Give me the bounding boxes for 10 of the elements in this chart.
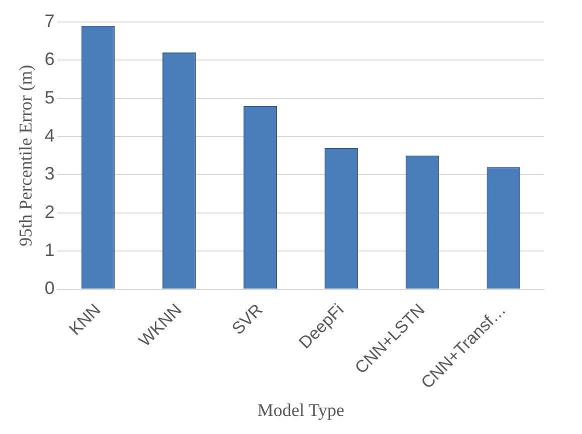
y-tick-label: 1 <box>44 240 55 260</box>
y-tick-label: 0 <box>44 278 55 298</box>
y-tick-label: 7 <box>44 10 55 31</box>
x-axis-title: Model Type <box>257 400 344 420</box>
y-tick-label: 3 <box>44 164 55 184</box>
y-tick-label: 2 <box>44 202 55 222</box>
y-axis-title: 95th Percentile Error (m) <box>16 64 36 246</box>
y-tick-label: 5 <box>44 87 55 108</box>
y-tick-label: 6 <box>44 49 55 70</box>
y-tick-label: 4 <box>44 126 55 146</box>
